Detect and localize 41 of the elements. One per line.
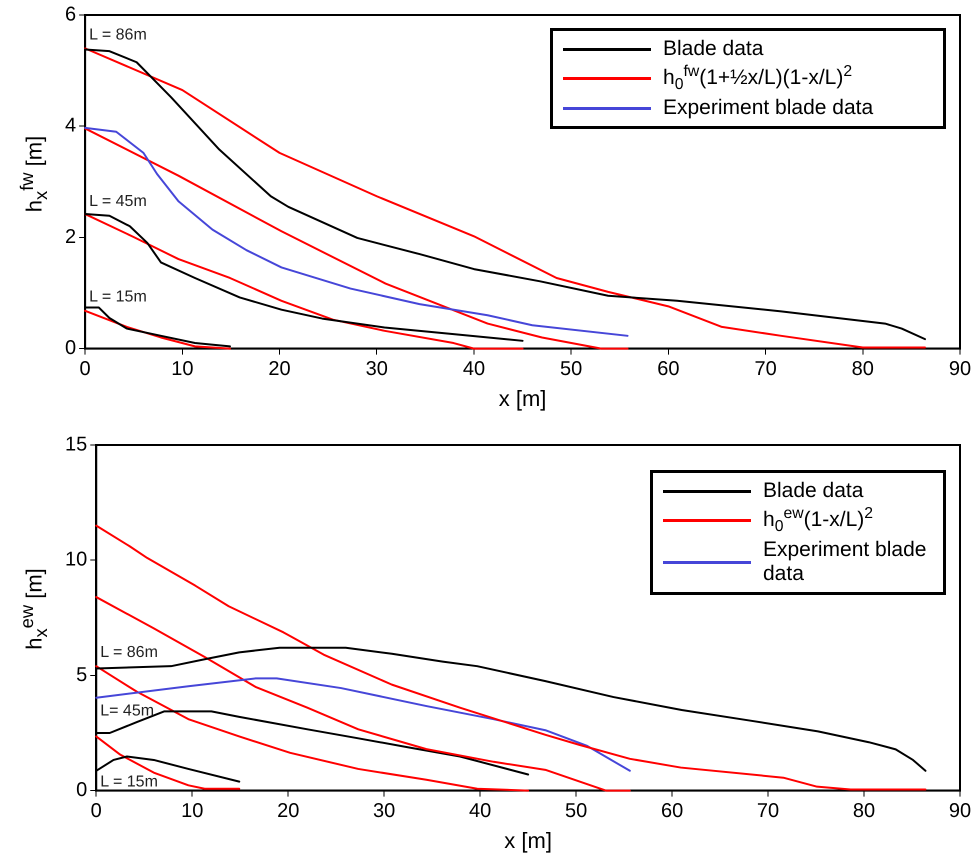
y-tick-label: 0 bbox=[65, 337, 76, 360]
y-tick-label: 15 bbox=[64, 434, 88, 456]
annotation: L= 45m bbox=[100, 702, 154, 720]
legend-label: Experiment blade data bbox=[663, 96, 874, 120]
x-axis-title: x [m] bbox=[498, 386, 546, 411]
y-tick-label: 5 bbox=[76, 664, 88, 686]
x-tick-label: 70 bbox=[756, 800, 780, 822]
legend-label: Blade data bbox=[763, 479, 864, 503]
x-tick-label: 30 bbox=[366, 358, 388, 380]
y-tick-label: 6 bbox=[65, 4, 76, 26]
legend-label: Blade data bbox=[663, 37, 764, 61]
x-tick-label: 60 bbox=[657, 358, 680, 380]
annotation: L = 15m bbox=[89, 288, 147, 306]
x-tick-label: 20 bbox=[277, 800, 300, 822]
annotation: L = 86m bbox=[89, 26, 147, 44]
x-tick-label: 50 bbox=[564, 800, 588, 822]
x-tick-label: 30 bbox=[373, 800, 396, 822]
annotation: L = 45m bbox=[89, 193, 147, 210]
x-tick-label: 80 bbox=[852, 800, 876, 822]
x-tick-label: 20 bbox=[268, 358, 291, 380]
x-tick-label: 50 bbox=[560, 358, 582, 380]
legend-label: h$_{0}$$^{fw}$(1+½x/L)(1-x/L)$^{2}$ bbox=[663, 63, 852, 94]
annotation: L = 86m bbox=[100, 644, 158, 661]
legend-label: Experiment blade data bbox=[763, 538, 928, 586]
annotation: L = 15m bbox=[100, 773, 158, 790]
x-tick-label: 80 bbox=[852, 358, 874, 380]
y-tick-label: 10 bbox=[64, 548, 88, 571]
x-tick-label: 70 bbox=[754, 358, 777, 380]
y-tick-label: 4 bbox=[65, 114, 76, 137]
x-tick-label: 40 bbox=[469, 800, 492, 822]
x-tick-label: 10 bbox=[171, 358, 194, 380]
x-tick-label: 90 bbox=[948, 358, 972, 380]
legend-label: h$_{0}$$^{ew}$(1-x/L)$^{2}$ bbox=[763, 505, 874, 536]
x-tick-label: 40 bbox=[462, 358, 486, 380]
x-axis-title: x [m] bbox=[504, 828, 552, 853]
x-tick-label: 0 bbox=[90, 800, 102, 822]
x-tick-label: 60 bbox=[660, 800, 684, 822]
x-tick-label: 90 bbox=[948, 800, 972, 822]
y-tick-label: 2 bbox=[65, 226, 76, 248]
x-tick-label: 10 bbox=[181, 800, 204, 822]
y-tick-label: 0 bbox=[76, 779, 88, 802]
